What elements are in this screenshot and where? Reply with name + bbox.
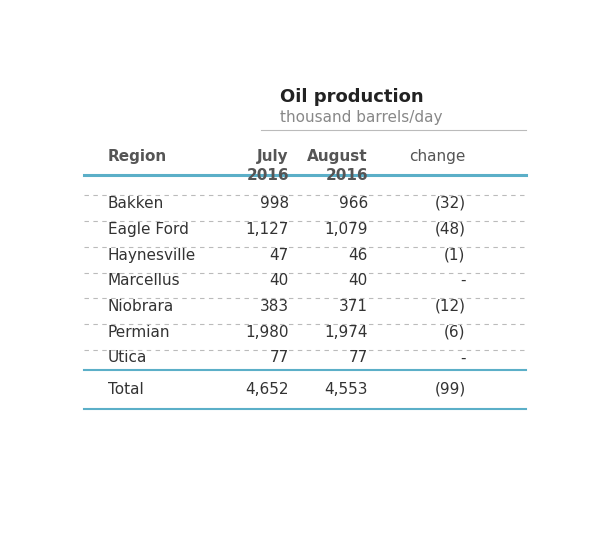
Text: 40: 40 [269, 273, 289, 288]
Text: 998: 998 [260, 196, 289, 210]
Text: 1,127: 1,127 [245, 222, 289, 237]
Text: 966: 966 [338, 196, 368, 210]
Text: Total: Total [107, 382, 143, 397]
Text: (32): (32) [434, 196, 466, 210]
Text: Haynesville: Haynesville [107, 247, 196, 263]
Text: 40: 40 [349, 273, 368, 288]
Text: July
2016: July 2016 [246, 149, 289, 183]
Text: thousand barrels/day: thousand barrels/day [280, 110, 442, 125]
Text: 1,079: 1,079 [325, 222, 368, 237]
Text: (48): (48) [434, 222, 466, 237]
Text: 371: 371 [339, 299, 368, 314]
Text: 1,974: 1,974 [325, 325, 368, 340]
Text: 77: 77 [269, 350, 289, 365]
Text: Oil production: Oil production [280, 88, 423, 106]
Text: change: change [409, 149, 466, 165]
Text: Niobrara: Niobrara [107, 299, 174, 314]
Text: 4,652: 4,652 [245, 382, 289, 397]
Text: (6): (6) [444, 325, 466, 340]
Text: 77: 77 [349, 350, 368, 365]
Text: 47: 47 [269, 247, 289, 263]
Text: (1): (1) [444, 247, 466, 263]
Text: Bakken: Bakken [107, 196, 164, 210]
Text: (12): (12) [434, 299, 466, 314]
Text: August
2016: August 2016 [307, 149, 368, 183]
Text: Region: Region [107, 149, 167, 165]
Text: Marcellus: Marcellus [107, 273, 180, 288]
Text: Utica: Utica [107, 350, 147, 365]
Text: 1,980: 1,980 [245, 325, 289, 340]
Text: -: - [460, 273, 466, 288]
Text: 383: 383 [260, 299, 289, 314]
Text: (99): (99) [434, 382, 466, 397]
Text: Permian: Permian [107, 325, 170, 340]
Text: -: - [460, 350, 466, 365]
Text: 46: 46 [349, 247, 368, 263]
Text: 4,553: 4,553 [325, 382, 368, 397]
Text: Eagle Ford: Eagle Ford [107, 222, 188, 237]
